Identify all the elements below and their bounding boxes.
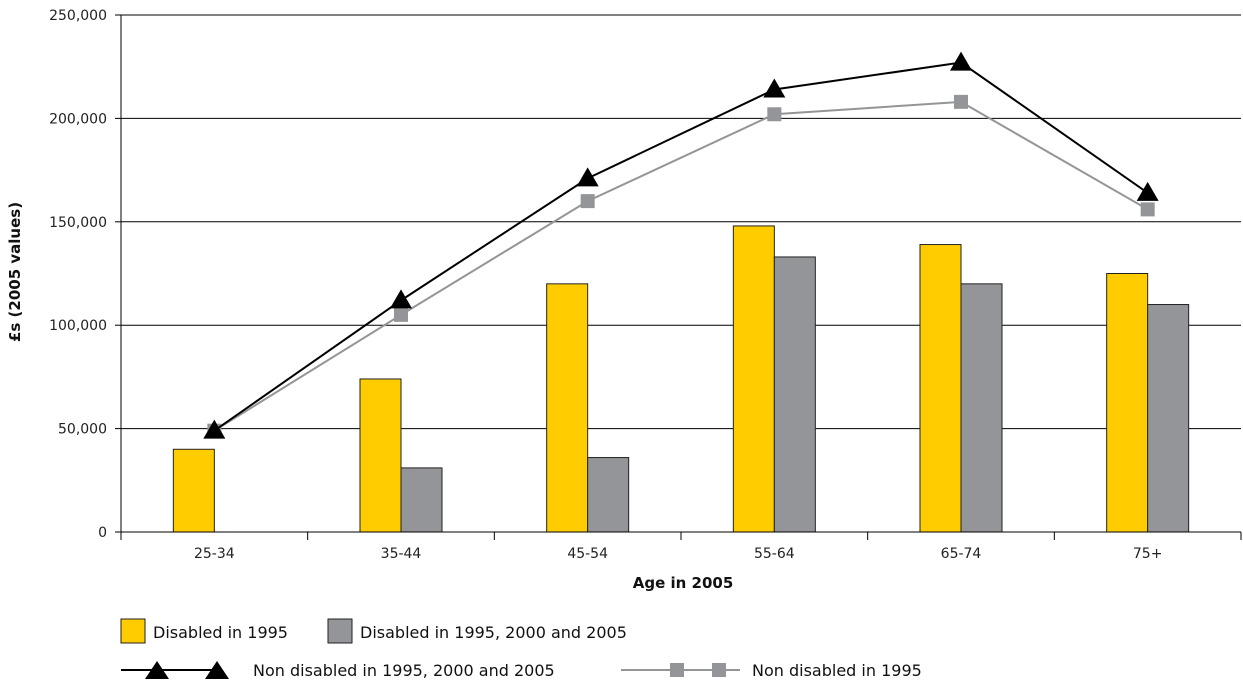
x-tick-label: 45-54 [567,546,608,562]
legend-label-disabled-1995: Disabled in 1995 [153,623,288,642]
bar [172,448,215,533]
x-tick-label: 75+ [1133,546,1163,562]
bar [732,225,775,533]
bar [359,378,402,533]
legend-label-disabled-all: Disabled in 1995, 2000 and 2005 [360,623,627,642]
series-line [213,61,1149,432]
bar [960,283,1003,533]
y-axis-title: £s (2005 values) [6,202,24,342]
y-tick-label: 150,000 [49,215,107,231]
line-point [954,94,968,109]
line-point [1136,181,1159,201]
y-tick-label: 50,000 [58,422,107,438]
line-point [576,167,599,187]
legend: Disabled in 1995 Disabled in 1995, 2000 … [120,618,922,680]
line-point [394,307,408,322]
line-point [203,419,226,439]
bar [1106,273,1149,533]
x-tick-label: 25-34 [194,546,235,562]
bar [919,244,962,533]
x-axis-title: Age in 2005 [633,574,734,592]
bar [1147,304,1190,533]
legend-label-nondisabled-1995: Non disabled in 1995 [752,661,922,680]
line-point [580,194,595,209]
line-point [763,78,786,98]
legend-swatch-disabled-all [327,618,353,644]
y-tick-label: 0 [98,525,107,541]
legend-line-nondisabled-1995 [621,663,740,677]
y-tick-label: 200,000 [49,111,107,127]
bar [546,283,589,533]
series-lines [203,51,1159,439]
line-point [390,289,412,309]
series-line [213,100,1149,432]
gridlines [121,14,1241,430]
line-point [1140,202,1155,217]
y-tick-labels: 0 50,000 100,000 150,000 200,000 250,000 [49,8,107,541]
x-tick-label: 55-64 [754,546,795,562]
legend-label-nondisabled-all: Non disabled in 1995, 2000 and 2005 [253,661,555,680]
bars [172,225,1190,533]
bar [773,256,816,533]
x-tick-label: 35-44 [381,546,422,562]
legend-swatch-disabled-1995 [120,618,146,644]
y-tick-label: 100,000 [49,318,107,334]
x-tick-label: 65-74 [941,546,982,562]
x-tick-labels: 25-34 35-44 45-54 55-64 65-74 75+ [194,546,1162,562]
bar [587,457,630,533]
axes [115,14,1242,540]
legend-line-nondisabled-all [121,661,229,679]
bar [400,467,443,533]
line-point [767,107,782,122]
y-tick-label: 250,000 [49,8,107,24]
line-point [950,51,972,71]
